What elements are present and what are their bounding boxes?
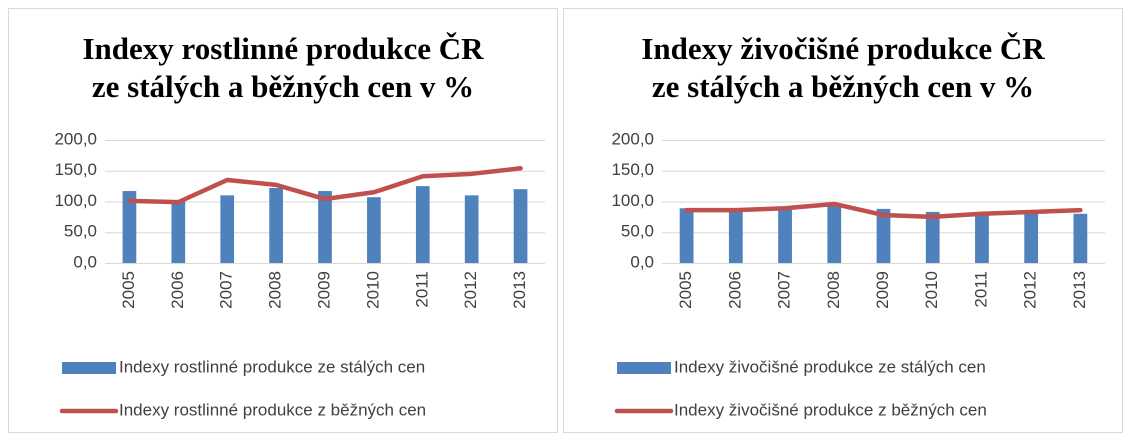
bar — [876, 208, 891, 263]
legend-label: Indexy živočišné produkce ze stálých cen — [674, 357, 986, 376]
bar — [464, 195, 479, 263]
chart-title: ze stálých a běžných cen v % — [92, 69, 474, 104]
x-tick-label: 2005 — [119, 271, 138, 309]
x-tick-label: 2006 — [168, 271, 187, 309]
bar — [318, 191, 332, 263]
bar — [679, 208, 694, 263]
bar — [122, 191, 137, 263]
x-tick-label: 2013 — [510, 271, 529, 309]
x-tick-label: 2012 — [461, 271, 480, 309]
x-tick-label: 2011 — [971, 271, 990, 308]
bar — [778, 207, 792, 263]
y-tick-label: 50,0 — [621, 222, 654, 241]
bar — [728, 208, 743, 263]
bar — [975, 213, 989, 263]
x-tick-label: 2008 — [824, 271, 843, 309]
x-tick-label: 2007 — [217, 271, 236, 309]
chart-title: ze stálých a běžných cen v % — [652, 69, 1034, 104]
legend-swatch — [62, 362, 116, 374]
y-tick-label: 150,0 — [611, 160, 654, 179]
y-tick-label: 200,0 — [611, 129, 654, 148]
x-tick-label: 2009 — [314, 271, 333, 309]
legend-swatch — [617, 362, 671, 374]
y-tick-label: 50,0 — [64, 222, 97, 241]
x-tick-label: 2009 — [873, 271, 892, 309]
legend-label: Indexy rostlinné produkce z běžných cen — [119, 400, 426, 419]
x-tick-label: 2010 — [363, 271, 382, 309]
line — [684, 201, 1083, 220]
bar — [171, 200, 186, 263]
x-tick-label: 2007 — [775, 271, 794, 309]
bar — [925, 211, 940, 263]
legend-label: Indexy živočišné produkce z běžných cen — [674, 400, 987, 419]
line — [127, 166, 523, 205]
x-tick-label: 2013 — [1070, 271, 1089, 309]
y-tick-label: 0,0 — [630, 252, 654, 271]
chart-title: Indexy živočišné produkce ČR — [641, 31, 1045, 66]
y-tick-label: 100,0 — [54, 191, 97, 210]
y-tick-label: 0,0 — [73, 252, 97, 271]
x-tick-label: 2005 — [676, 271, 695, 309]
x-tick-label: 2010 — [922, 271, 941, 309]
bar — [220, 195, 235, 263]
y-tick-label: 200,0 — [54, 129, 97, 148]
y-tick-label: 150,0 — [54, 160, 97, 179]
bar — [367, 197, 381, 263]
x-tick-label: 2012 — [1021, 271, 1040, 309]
bar — [1024, 211, 1039, 263]
x-tick-label: 2006 — [725, 271, 744, 309]
chart-title: Indexy rostlinné produkce ČR — [82, 31, 484, 66]
x-tick-label: 2008 — [266, 271, 285, 309]
bar — [1073, 213, 1088, 263]
bar — [269, 187, 283, 263]
bar — [415, 186, 430, 263]
y-tick-label: 100,0 — [611, 191, 654, 210]
legend-label: Indexy rostlinné produkce ze stálých cen — [119, 357, 425, 376]
bar — [513, 189, 528, 263]
bar — [827, 203, 842, 263]
x-tick-label: 2011 — [412, 271, 431, 308]
